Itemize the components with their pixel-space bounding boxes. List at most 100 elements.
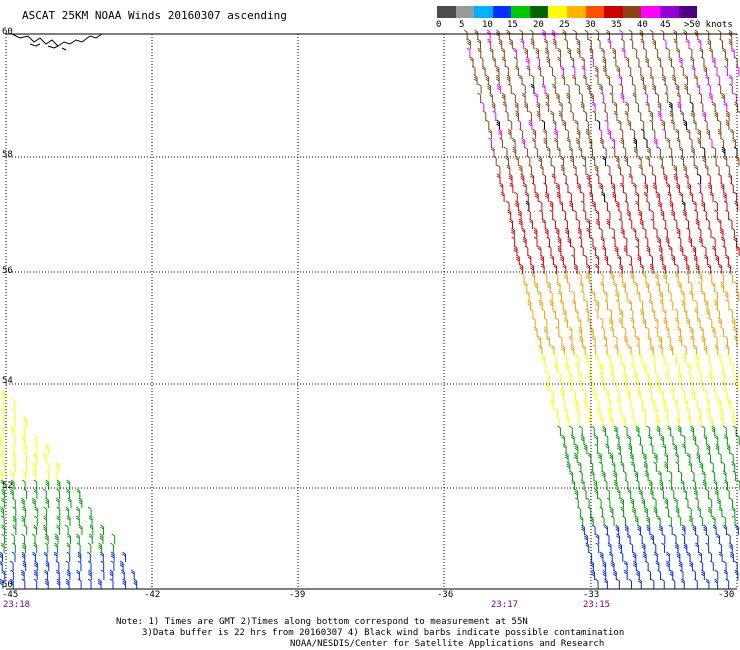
wind-barb xyxy=(613,335,618,346)
wind-barb xyxy=(547,245,552,256)
wind-barb xyxy=(659,290,663,301)
wind-barb xyxy=(695,263,700,274)
wind-barb xyxy=(23,416,28,427)
wind-barb xyxy=(598,461,603,472)
wind-barb xyxy=(640,38,645,49)
wind-barb xyxy=(552,308,557,319)
wind-barb xyxy=(707,227,712,238)
wind-barb xyxy=(697,506,701,517)
wind-barb xyxy=(582,155,586,166)
wind-barb xyxy=(87,560,92,571)
wind-barb xyxy=(602,560,607,571)
wind-barb xyxy=(66,488,70,499)
wind-barb xyxy=(591,524,596,535)
wind-barb xyxy=(689,326,694,337)
wind-barb xyxy=(692,245,697,256)
legend-swatch xyxy=(604,6,623,18)
wind-barb xyxy=(78,497,83,508)
wind-barb xyxy=(652,542,657,553)
wind-barb xyxy=(617,254,622,265)
wind-barb xyxy=(716,497,721,508)
wind-barb xyxy=(560,254,564,265)
wind-barb xyxy=(480,101,485,112)
wind-barb xyxy=(67,497,72,508)
wind-barb xyxy=(88,515,93,526)
wind-barb xyxy=(678,56,683,67)
wind-barb xyxy=(637,65,642,76)
wind-barb xyxy=(612,281,617,292)
wind-barb xyxy=(716,308,720,319)
wind-barb xyxy=(543,326,548,337)
wind-barb xyxy=(707,263,712,274)
wind-barb xyxy=(617,209,622,220)
wind-barb xyxy=(578,326,583,337)
wind-barb xyxy=(496,164,501,175)
wind-barb xyxy=(496,119,501,130)
wind-barb xyxy=(601,380,606,391)
wind-barb xyxy=(628,29,633,40)
wind-barb xyxy=(590,425,595,436)
wind-barb xyxy=(681,443,686,454)
wind-barb xyxy=(605,389,610,400)
wind-barb xyxy=(690,425,695,436)
wind-barb xyxy=(45,497,49,508)
wind-barb xyxy=(554,362,558,373)
wind-barb xyxy=(735,434,740,445)
wind-barb xyxy=(703,119,708,130)
wind-barb xyxy=(657,110,662,121)
wind-barb xyxy=(638,209,642,220)
wind-barb xyxy=(656,281,661,292)
wind-barb xyxy=(594,443,599,454)
wind-barb xyxy=(697,227,702,238)
wind-barb xyxy=(561,398,566,409)
wind-barb xyxy=(477,92,482,103)
wind-barb xyxy=(594,74,599,85)
wind-barb xyxy=(517,119,521,130)
speed-legend xyxy=(437,6,698,18)
wind-barb xyxy=(680,110,684,121)
wind-barb xyxy=(591,155,596,166)
wind-barb xyxy=(721,371,726,382)
wind-barb xyxy=(662,443,667,454)
wind-barb xyxy=(562,308,567,319)
wind-barb xyxy=(703,209,707,220)
wind-barb xyxy=(55,560,60,571)
wind-barb xyxy=(660,353,665,364)
wind-barb xyxy=(704,299,709,310)
wind-barb xyxy=(519,263,524,274)
wind-barb xyxy=(495,65,500,76)
wind-barb xyxy=(590,560,594,571)
wind-barb xyxy=(633,281,638,292)
wind-barb xyxy=(652,497,657,508)
wind-barb xyxy=(578,425,583,436)
wind-barb xyxy=(585,542,590,553)
wind-barb xyxy=(594,65,599,76)
wind-barb xyxy=(681,389,686,400)
wind-barb xyxy=(34,560,38,571)
wind-barb xyxy=(659,389,664,400)
wind-barb xyxy=(717,218,722,229)
wind-barb xyxy=(583,110,588,121)
wind-barb xyxy=(638,488,643,499)
wind-barb xyxy=(609,452,614,463)
wind-barb xyxy=(617,164,621,175)
wind-barb xyxy=(589,326,594,337)
wind-barb xyxy=(619,272,623,283)
wind-barb xyxy=(532,128,537,139)
wind-barb xyxy=(653,506,658,517)
wind-barb xyxy=(565,227,569,238)
wind-barb xyxy=(591,200,596,211)
wind-barb xyxy=(701,470,706,481)
wind-barb xyxy=(56,488,60,499)
wind-barb xyxy=(652,83,656,94)
wind-barb xyxy=(714,200,718,211)
wind-barb xyxy=(588,137,593,148)
wind-barb xyxy=(680,578,685,589)
wind-barb xyxy=(570,434,575,445)
legend-swatch xyxy=(455,6,475,18)
wind-barb xyxy=(540,254,544,265)
wind-barb xyxy=(698,281,702,292)
wind-barb xyxy=(607,353,611,364)
wind-barb xyxy=(697,416,702,427)
wind-barb xyxy=(554,272,559,283)
